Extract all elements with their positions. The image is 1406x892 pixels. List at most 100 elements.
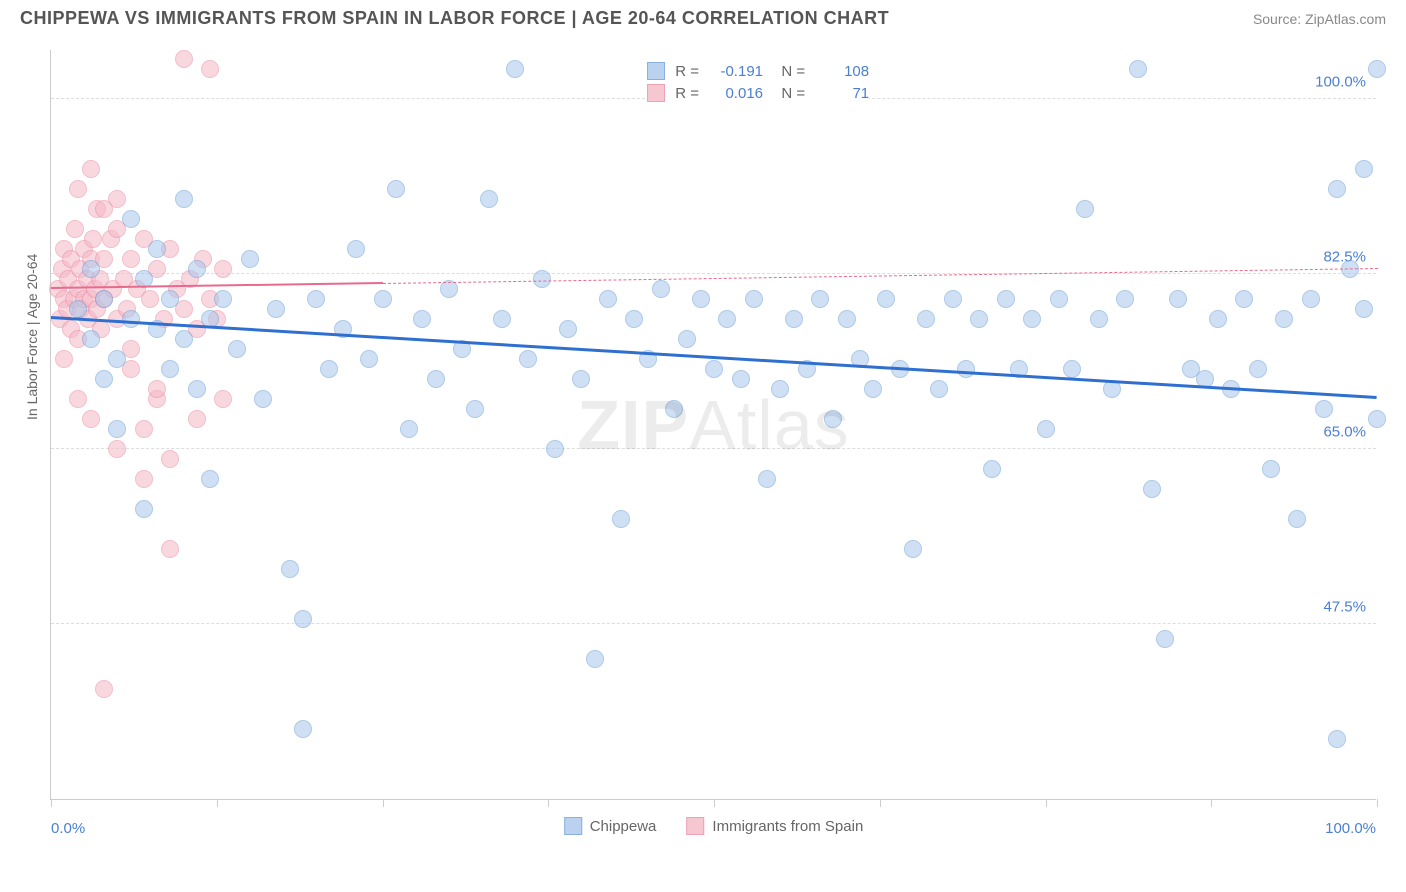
r-value-chippewa: -0.191: [709, 63, 763, 80]
point-spain: [95, 680, 113, 698]
point-chippewa: [82, 330, 100, 348]
point-chippewa: [214, 290, 232, 308]
point-chippewa: [294, 610, 312, 628]
x-tick: [217, 799, 218, 807]
swatch-spain: [686, 817, 704, 835]
point-spain: [135, 470, 153, 488]
point-chippewa: [546, 440, 564, 458]
point-spain: [161, 450, 179, 468]
point-chippewa: [161, 290, 179, 308]
point-chippewa: [1368, 410, 1386, 428]
point-chippewa: [930, 380, 948, 398]
point-chippewa: [758, 470, 776, 488]
point-spain: [69, 180, 87, 198]
point-chippewa: [188, 380, 206, 398]
point-chippewa: [1209, 310, 1227, 328]
point-chippewa: [864, 380, 882, 398]
correlation-legend: R = -0.191 N = 108 R = 0.016 N = 71: [647, 60, 869, 104]
point-chippewa: [267, 300, 285, 318]
point-chippewa: [307, 290, 325, 308]
point-chippewa: [533, 270, 551, 288]
x-tick: [1211, 799, 1212, 807]
point-chippewa: [1275, 310, 1293, 328]
point-chippewa: [586, 650, 604, 668]
point-spain: [214, 390, 232, 408]
x-axis-min-label: 0.0%: [51, 820, 85, 837]
x-axis-max-label: 100.0%: [1325, 820, 1376, 837]
point-chippewa: [970, 310, 988, 328]
r-value-spain: 0.016: [709, 85, 763, 102]
point-chippewa: [519, 350, 537, 368]
point-spain: [141, 290, 159, 308]
legend-item-spain: Immigrants from Spain: [686, 817, 863, 835]
point-chippewa: [1143, 480, 1161, 498]
x-tick: [1377, 799, 1378, 807]
point-chippewa: [347, 240, 365, 258]
point-chippewa: [811, 290, 829, 308]
x-tick: [714, 799, 715, 807]
point-chippewa: [1315, 400, 1333, 418]
point-spain: [95, 200, 113, 218]
point-spain: [135, 420, 153, 438]
legend-label-spain: Immigrants from Spain: [712, 818, 863, 835]
x-tick: [383, 799, 384, 807]
trendline-spain-ext: [382, 268, 1377, 284]
y-axis-label: In Labor Force | Age 20-64: [24, 254, 40, 420]
point-chippewa: [175, 330, 193, 348]
point-chippewa: [997, 290, 1015, 308]
point-chippewa: [387, 180, 405, 198]
point-chippewa: [400, 420, 418, 438]
point-chippewa: [122, 210, 140, 228]
point-spain: [108, 440, 126, 458]
legend-row-spain: R = 0.016 N = 71: [647, 82, 869, 104]
point-chippewa: [413, 310, 431, 328]
point-chippewa: [1063, 360, 1081, 378]
point-chippewa: [1355, 300, 1373, 318]
point-chippewa: [678, 330, 696, 348]
point-chippewa: [745, 290, 763, 308]
point-chippewa: [1288, 510, 1306, 528]
n-label: N =: [773, 85, 805, 102]
point-chippewa: [771, 380, 789, 398]
point-chippewa: [1129, 60, 1147, 78]
swatch-chippewa: [564, 817, 582, 835]
point-chippewa: [82, 260, 100, 278]
legend-row-chippewa: R = -0.191 N = 108: [647, 60, 869, 82]
point-chippewa: [148, 240, 166, 258]
point-chippewa: [904, 540, 922, 558]
swatch-chippewa: [647, 62, 665, 80]
point-chippewa: [1037, 420, 1055, 438]
point-chippewa: [1156, 630, 1174, 648]
point-chippewa: [122, 310, 140, 328]
gridline: [51, 448, 1376, 449]
point-chippewa: [944, 290, 962, 308]
point-chippewa: [1249, 360, 1267, 378]
point-spain: [122, 250, 140, 268]
gridline: [51, 623, 1376, 624]
point-chippewa: [188, 260, 206, 278]
point-chippewa: [1235, 290, 1253, 308]
point-chippewa: [1090, 310, 1108, 328]
source-text: Source: ZipAtlas.com: [1253, 11, 1386, 27]
point-chippewa: [201, 470, 219, 488]
point-chippewa: [917, 310, 935, 328]
point-chippewa: [665, 400, 683, 418]
y-tick-label: 65.0%: [1323, 424, 1366, 441]
x-tick: [51, 799, 52, 807]
point-chippewa: [705, 360, 723, 378]
watermark: ZIPAtlas: [577, 385, 850, 465]
point-chippewa: [1328, 180, 1346, 198]
point-chippewa: [480, 190, 498, 208]
trendline-chippewa: [51, 316, 1377, 399]
n-label: N =: [773, 63, 805, 80]
point-spain: [188, 410, 206, 428]
point-chippewa: [294, 720, 312, 738]
point-chippewa: [732, 370, 750, 388]
point-chippewa: [1355, 160, 1373, 178]
point-chippewa: [95, 290, 113, 308]
point-spain: [82, 410, 100, 428]
point-chippewa: [135, 500, 153, 518]
point-chippewa: [824, 410, 842, 428]
point-spain: [82, 160, 100, 178]
point-chippewa: [281, 560, 299, 578]
